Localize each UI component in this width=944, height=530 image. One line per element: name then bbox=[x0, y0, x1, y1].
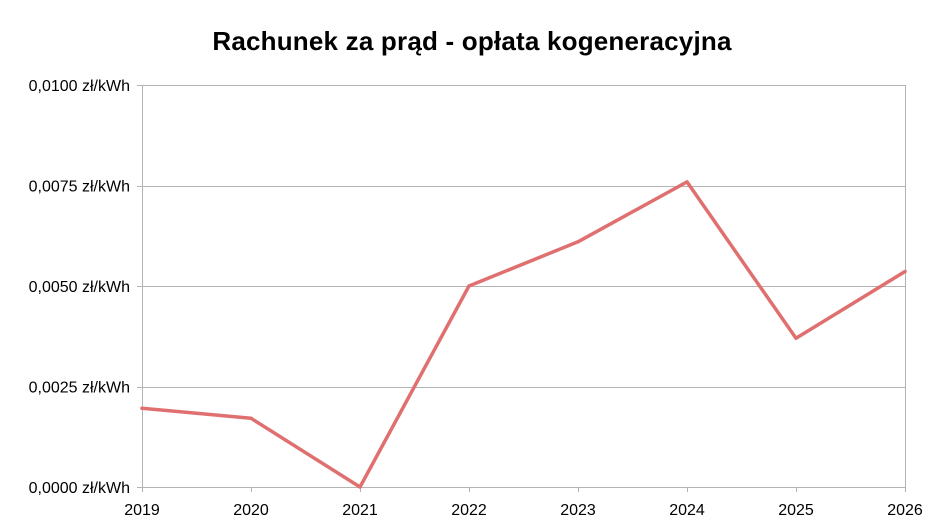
data-point bbox=[140, 406, 144, 410]
data-point bbox=[685, 180, 689, 184]
grid-layer bbox=[142, 85, 905, 488]
y-tick-labels: 0,0000 zł/kWh 0,0025 zł/kWh 0,0050 zł/kWh 0… bbox=[29, 78, 130, 497]
y-tick-label: 0,0025 zł/kWh bbox=[29, 380, 130, 397]
data-point bbox=[576, 240, 580, 244]
x-tick-label: 2025 bbox=[778, 502, 814, 519]
x-tick-label: 2021 bbox=[342, 502, 378, 519]
data-point bbox=[903, 269, 907, 274]
x-tick-label: 2026 bbox=[887, 502, 923, 519]
x-tick-label: 2024 bbox=[669, 502, 705, 519]
y-tick-label: 0,0100 zł/kWh bbox=[29, 78, 130, 95]
x-tick-label: 2020 bbox=[233, 502, 269, 519]
data-point bbox=[467, 284, 471, 288]
series-line bbox=[140, 180, 907, 489]
x-tick-label: 2019 bbox=[124, 502, 160, 519]
data-point bbox=[249, 416, 253, 420]
y-tick-label: 0,0000 zł/kWh bbox=[29, 480, 130, 497]
data-point bbox=[358, 485, 362, 489]
series-layer bbox=[140, 180, 907, 489]
x-tick-label: 2023 bbox=[560, 502, 596, 519]
axis-layer bbox=[137, 85, 906, 492]
x-tick-labels: 2019 2020 2021 2022 2023 2024 2025 2026 bbox=[124, 502, 923, 519]
y-tick-label: 0,0075 zł/kWh bbox=[29, 179, 130, 196]
data-point bbox=[794, 336, 798, 340]
x-tick-label: 2022 bbox=[451, 502, 487, 519]
y-tick-label: 0,0050 zł/kWh bbox=[29, 279, 130, 296]
chart-title: Rachunek za prąd - opłata kogeneracyjna bbox=[212, 26, 732, 56]
